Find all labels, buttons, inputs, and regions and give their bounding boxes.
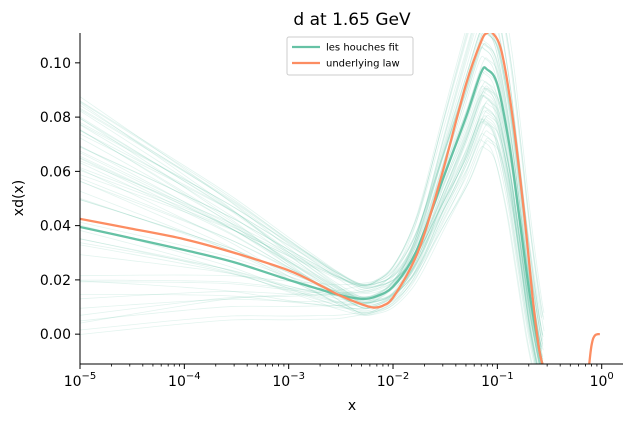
x-tick-label-1: 10−4 xyxy=(168,371,201,390)
y-axis-label: xd(x) xyxy=(11,180,27,216)
replica-line xyxy=(80,33,542,318)
replica-line xyxy=(80,33,544,336)
replica-line xyxy=(80,57,544,360)
replica-line xyxy=(80,33,543,336)
series-line-2 xyxy=(588,332,600,364)
replica-line xyxy=(80,47,542,348)
replica-line xyxy=(80,130,538,364)
replica-line xyxy=(80,114,540,364)
replica-line xyxy=(80,133,535,364)
x-axis-label: x xyxy=(348,398,356,414)
replica-line xyxy=(80,139,532,364)
legend-label-0: les houches fit xyxy=(326,43,399,54)
y-tick-label-2: 0.04 xyxy=(40,219,71,235)
replica-line xyxy=(80,123,540,364)
replica-line xyxy=(80,120,536,364)
replica-line xyxy=(80,87,540,364)
chart-title: d at 1.65 GeV xyxy=(293,10,411,30)
series-line-1 xyxy=(80,33,544,364)
y-axis-ticks: 0.00 0.02 0.04 0.06 0.08 0.10 xyxy=(40,56,80,343)
replica-line xyxy=(80,118,537,364)
y-tick-label-3: 0.06 xyxy=(40,164,71,180)
replica-line xyxy=(80,33,545,332)
legend-label-1: underlying law xyxy=(326,59,400,70)
replica-line xyxy=(80,33,544,346)
replica-line xyxy=(80,115,538,364)
replica-line xyxy=(80,33,544,344)
replica-line xyxy=(80,95,538,364)
x-tick-label-2: 10−3 xyxy=(272,371,305,390)
x-tick-label-4: 10−1 xyxy=(481,371,514,390)
replica-line xyxy=(80,102,540,364)
series-line-0 xyxy=(80,66,544,364)
y-tick-label-4: 0.08 xyxy=(40,110,71,126)
replica-line xyxy=(80,140,537,364)
legend: les houches fit underlying law xyxy=(286,36,414,76)
replica-line xyxy=(80,105,539,364)
y-tick-label-0: 0.00 xyxy=(40,327,71,343)
x-tick-label-5: 100 xyxy=(590,371,614,390)
replica-line xyxy=(80,118,536,364)
x-tick-label-0: 10−5 xyxy=(64,371,97,390)
replica-line xyxy=(80,145,533,364)
y-tick-label-5: 0.10 xyxy=(40,56,71,72)
replica-line xyxy=(80,33,544,351)
replica-line xyxy=(80,33,545,320)
replica-line xyxy=(80,39,542,352)
replica-line xyxy=(80,33,542,348)
x-tick-label-3: 10−2 xyxy=(377,371,410,390)
y-tick-label-1: 0.02 xyxy=(40,273,71,289)
replica-line xyxy=(80,33,543,350)
series-layer xyxy=(80,33,600,364)
x-axis-ticks: 10−5 10−4 10−3 10−2 10−1 100 xyxy=(64,364,614,390)
replica-line xyxy=(80,33,542,349)
replica-line xyxy=(80,33,544,318)
replica-line xyxy=(80,33,545,313)
replica-line xyxy=(80,94,541,364)
replica-line xyxy=(80,79,542,363)
replica-line xyxy=(80,137,536,364)
replica-line xyxy=(80,91,540,364)
